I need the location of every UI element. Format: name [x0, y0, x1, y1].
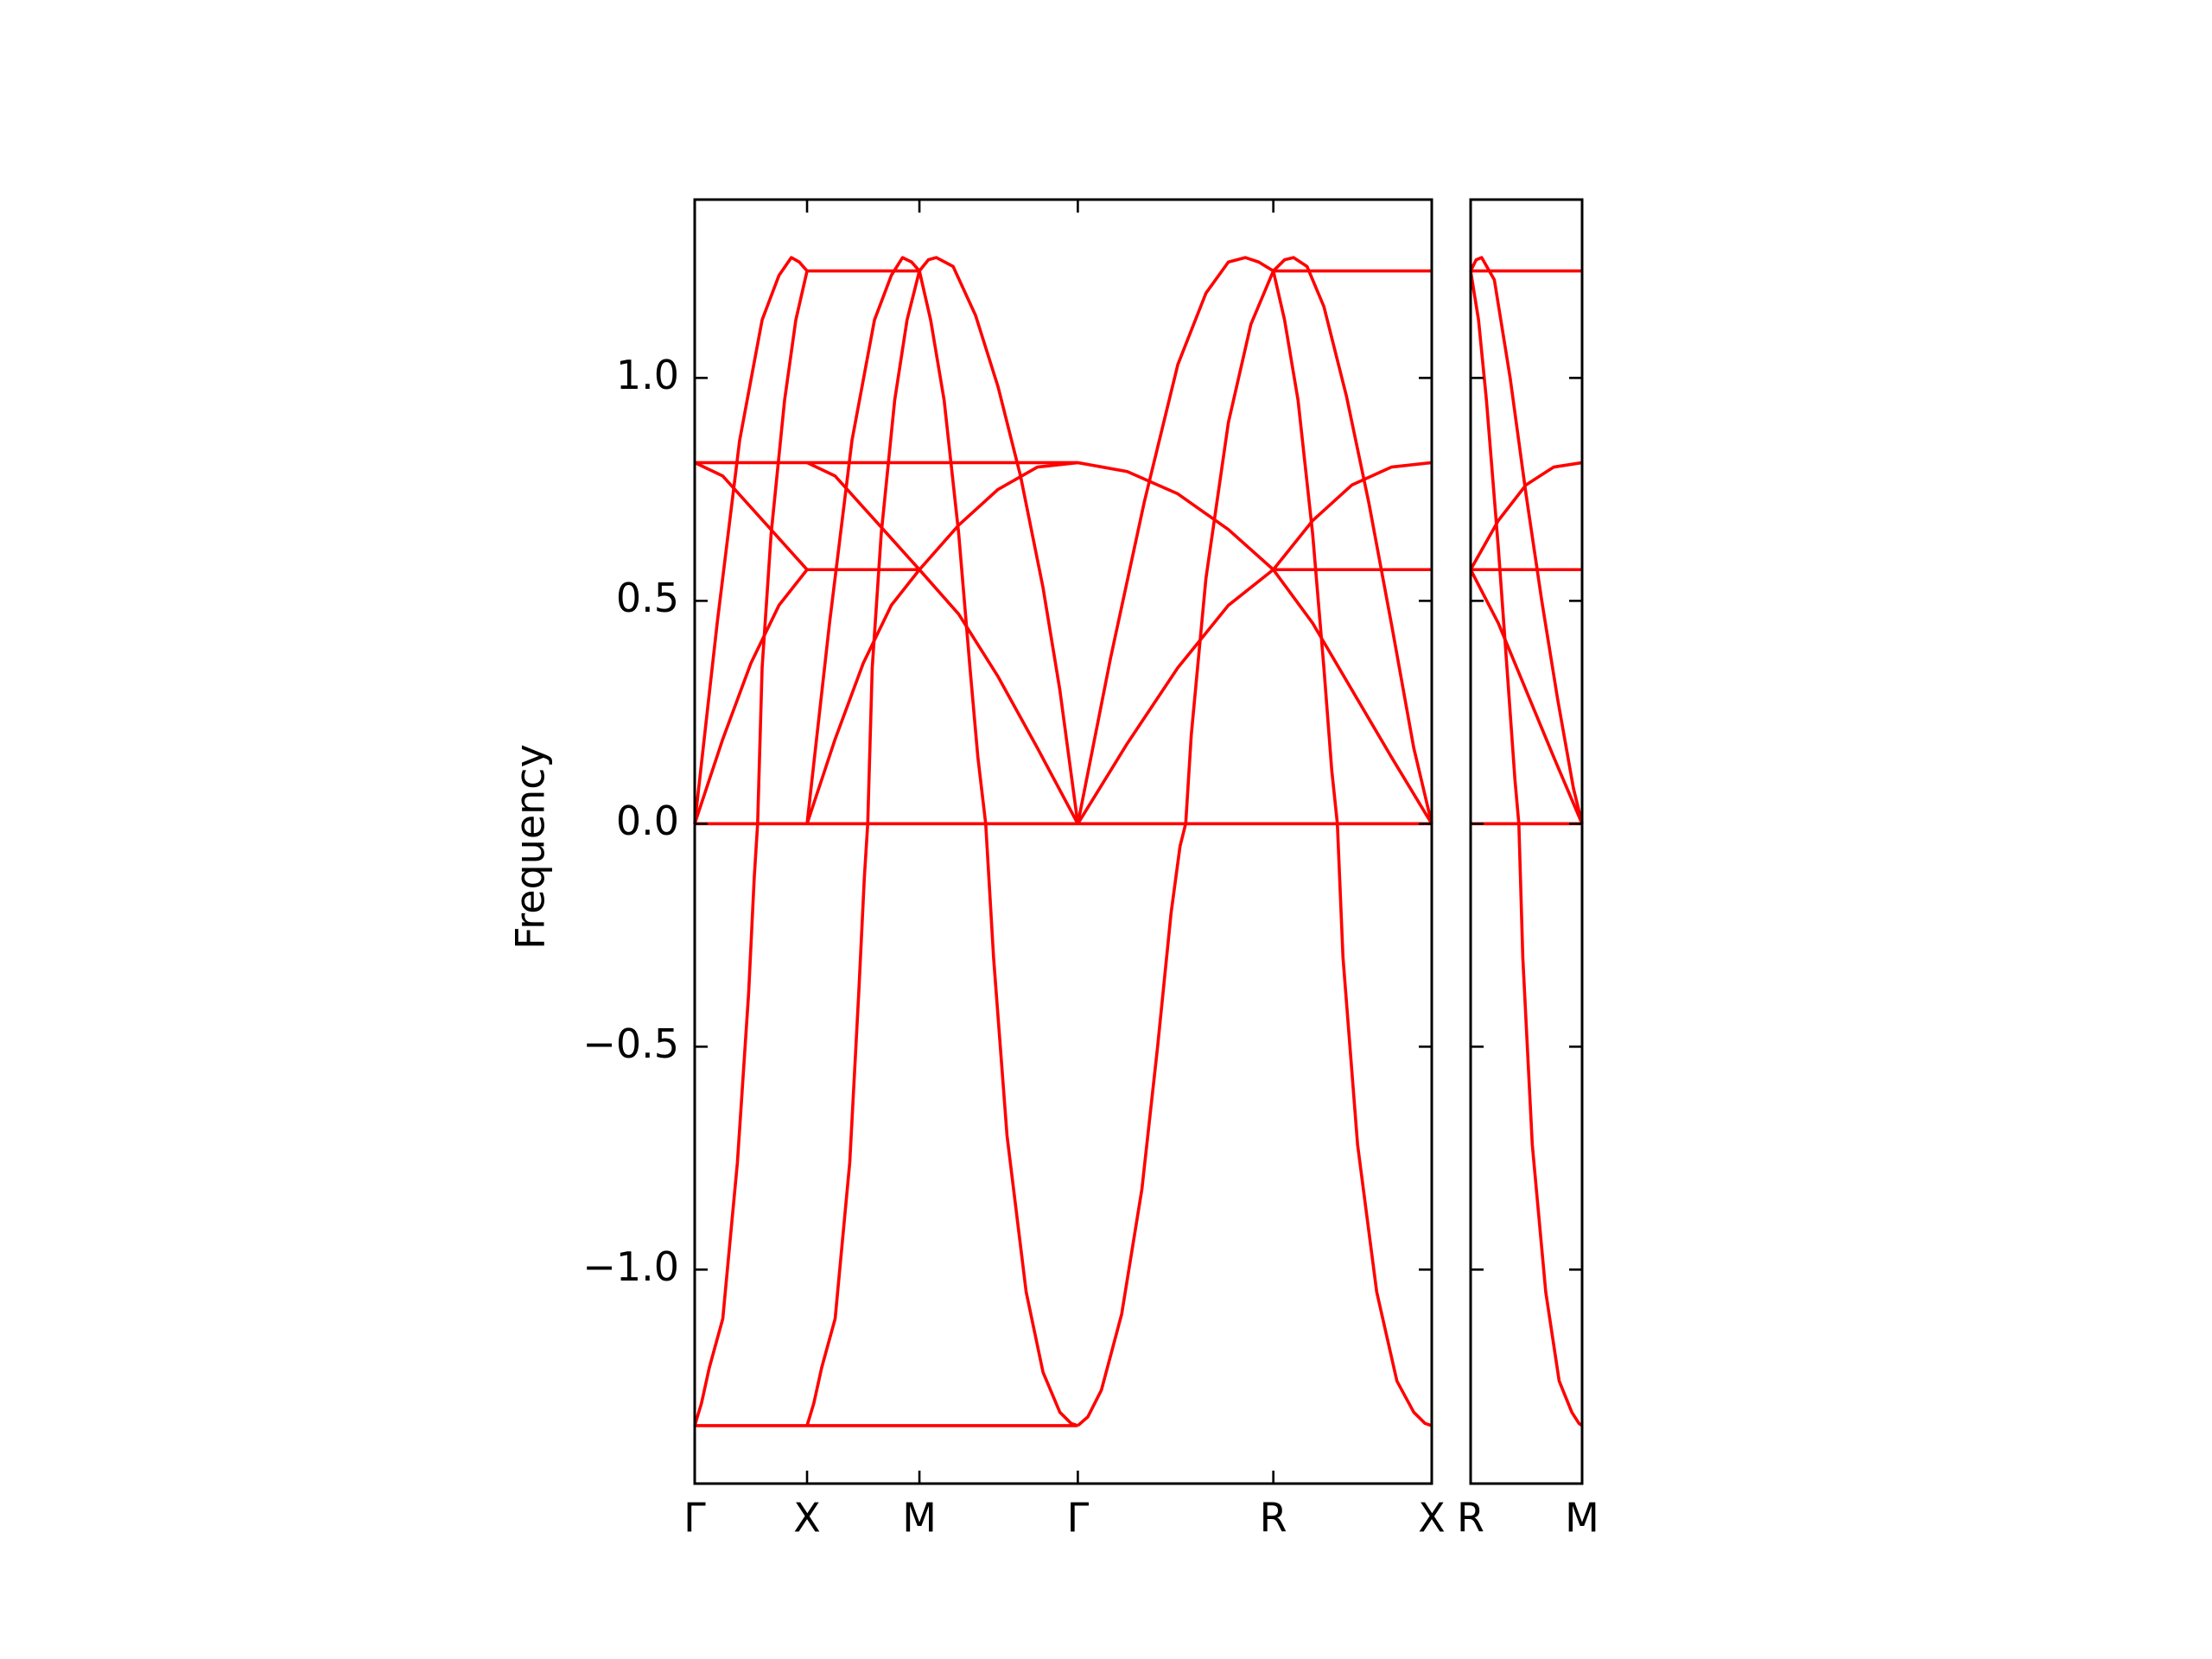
axes-frame	[693, 198, 1433, 1485]
band-line	[918, 270, 1078, 1427]
x-tick-label: M	[902, 1495, 937, 1541]
x-tick-label: R	[1260, 1495, 1287, 1541]
band-line	[693, 569, 809, 824]
band-line	[805, 256, 921, 824]
y-tick-label: −1.0	[582, 1243, 679, 1290]
axes-frame	[1469, 198, 1584, 1485]
band-line	[1469, 256, 1584, 824]
band-line	[1076, 256, 1274, 824]
band-line	[1271, 270, 1433, 1427]
y-tick-label: −0.5	[582, 1020, 679, 1067]
band-line	[1272, 256, 1433, 824]
band-line	[1076, 461, 1433, 825]
band-line	[805, 461, 1078, 824]
y-tick-label: 1.0	[616, 352, 679, 398]
y-axis-label: Frequency	[507, 744, 554, 950]
x-tick-label: X	[1418, 1495, 1446, 1541]
x-tick-label: R	[1457, 1495, 1484, 1541]
x-tick-label: X	[793, 1495, 821, 1541]
x-tick-label: Γ	[1067, 1495, 1090, 1541]
band-line	[1469, 569, 1584, 825]
band-line	[805, 270, 921, 1427]
band-line	[693, 270, 809, 1427]
band-line	[1077, 461, 1433, 825]
band-line	[1469, 461, 1583, 571]
y-tick-label: 0.5	[616, 575, 679, 621]
x-tick-label: Γ	[683, 1495, 706, 1541]
band-line	[918, 256, 1080, 824]
band-line	[693, 256, 809, 824]
band-line	[1469, 270, 1584, 1427]
band-line	[806, 461, 1079, 825]
band-line	[694, 461, 809, 571]
x-tick-label: M	[1565, 1495, 1599, 1541]
y-tick-label: 0.0	[616, 798, 679, 844]
band-line	[1077, 270, 1275, 1427]
